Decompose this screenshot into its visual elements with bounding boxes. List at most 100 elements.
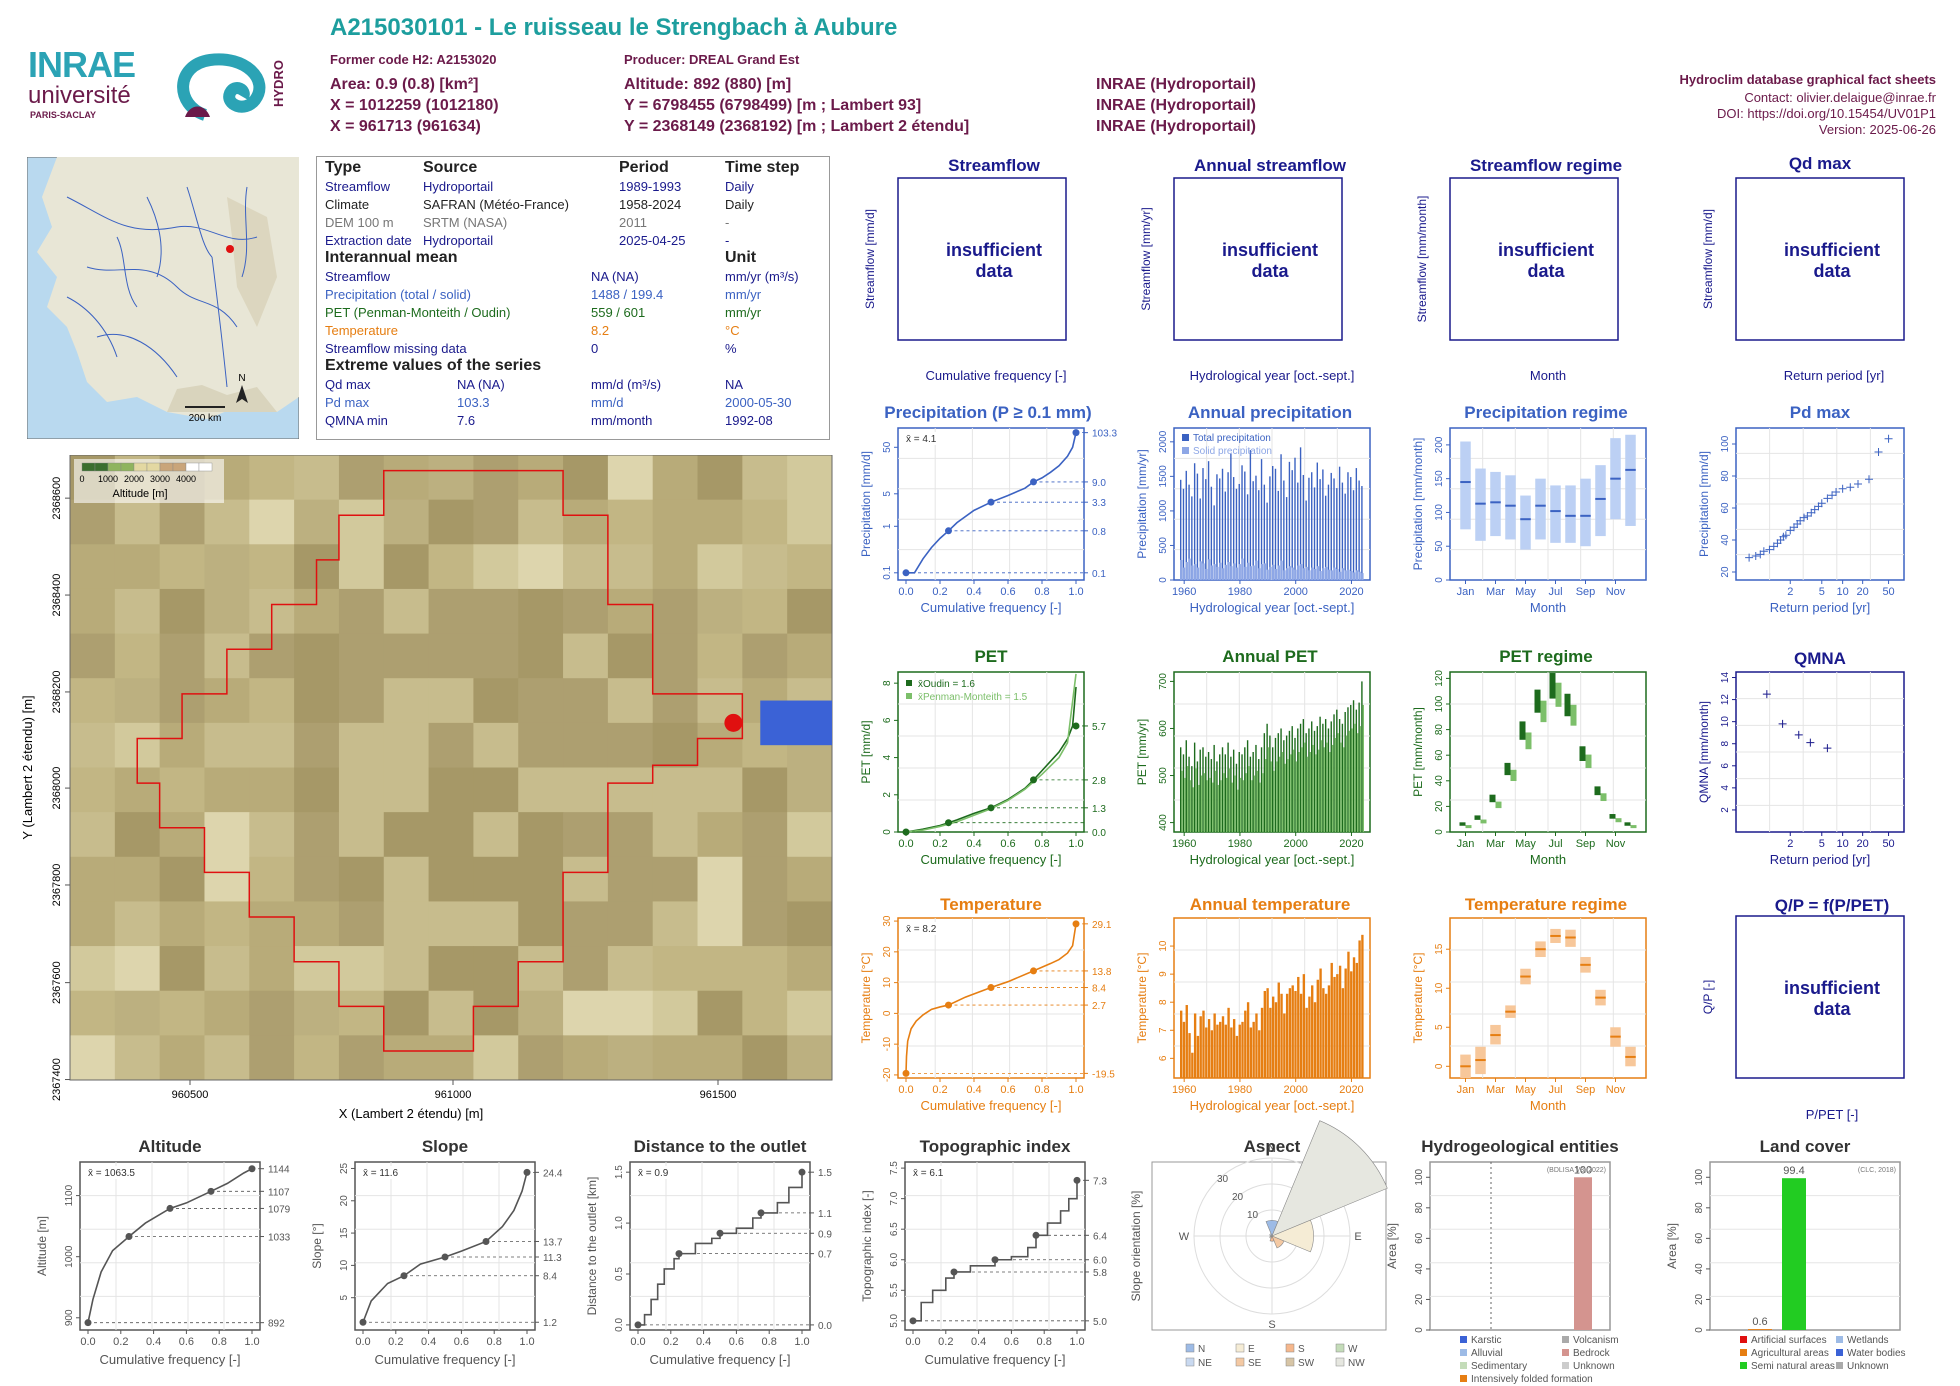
annual_pet-bar [1181,770,1183,832]
precip_regime-xlabel: Month [1530,600,1566,615]
aspect-sector [1269,1235,1275,1242]
annual_pet-bar [1206,780,1208,832]
quantile-point [757,1209,765,1217]
dem-cell [742,455,788,501]
y-tick-label: 500 [1158,537,1169,554]
annual_temp-panel: 1960 1980 2000 2020 10 9 8 7 6 Annual temperature… [1135,895,1371,1113]
y-tick-label: 4 [1720,785,1731,791]
dem-cell [787,1035,833,1081]
y-tick-label: 40 [1434,775,1445,787]
hydrogeo-bar [1574,1177,1592,1330]
qp-ylabel: Q/P [-] [1701,980,1715,1014]
dem-cell [473,1035,519,1081]
quantile-point [945,527,952,535]
x-tick-label: Sep [1576,586,1596,598]
precip-ylabel: Precipitation [mm/d] [859,451,873,557]
annual_temp-bar [1302,974,1306,1078]
annual_precip-bar [1191,496,1193,580]
y-tick-label: 2368200 [51,671,63,714]
annual_precip-bar [1202,468,1204,580]
annual_pet-bar [1185,740,1187,832]
annual_precip-bar [1272,466,1274,580]
database-title: Hydroclim database graphical fact sheets [1679,72,1936,87]
annual_precip-bar [1291,567,1294,580]
dem-cell [563,856,609,902]
annual_streamflow-title: Annual streamflow [1194,156,1347,175]
streamflow_regime-panel: Streamflow regime Streamflow [mm/month] Mo… [1415,156,1622,383]
annual_precip-bar [1255,475,1257,580]
annual_precip-bar [1269,476,1271,580]
annual_precip-bar [1299,447,1302,580]
dem-cell [338,455,385,501]
dem-cell [204,901,250,947]
annual_temp-bar [1319,968,1322,1078]
annual_temp-bar [1277,982,1280,1078]
annual_precip-bar [1241,465,1243,580]
missing-label: Streamflow missing data [325,341,467,356]
dem-cell [428,455,474,501]
doi-link[interactable]: DOI: https://doi.org/10.15454/UV01P1 [1717,106,1936,121]
annual_pet-bar [1195,768,1197,832]
x-tick-label: 0.6 [1000,586,1015,598]
y-tick-label: 2368600 [51,477,63,520]
pd_max-point [1874,448,1883,456]
dem-cell [607,544,654,590]
contact[interactable]: Contact: olivier.delaigue@inrae.fr [1744,90,1936,105]
dem-cell [742,544,788,590]
dem-cell [70,588,116,635]
right-quantile-label: 1144 [268,1165,290,1176]
y-tick-label: 6 [882,717,893,723]
annual_pet-bar [1213,744,1215,832]
france-minimap: N 200 km [27,157,299,439]
streamflow_regime-ylabel: Streamflow [mm/month] [1415,196,1429,323]
annual_pet-bar [1231,782,1233,832]
annual_pet-bar [1210,759,1213,832]
x-tick-label: 0.8 [762,1336,777,1348]
annual_precip-bar [1344,570,1347,580]
annual_pet-bar [1235,763,1238,832]
annual_temp-bar [1202,1010,1205,1078]
annual_precip-bar [1336,488,1338,580]
compass-S: S [1268,1319,1275,1331]
dem-cell [563,722,609,768]
right-quantile-label: 1.3 [1092,804,1106,815]
precip-mean: x̄ = 4.1 [906,434,937,445]
aspect-sector [1271,1235,1285,1249]
coord-source-3: INRAE (Hydroportail) [1096,118,1256,135]
annual_pet-bar [1198,784,1200,832]
dem-cell [607,588,654,635]
x-tick-label: 1.0 [1068,838,1083,850]
dem-cell [652,901,699,947]
dem-cell [652,990,699,1036]
hydrogeo-title: Hydrogeological entities [1421,1137,1618,1156]
dem-cell [294,455,340,501]
dem-cell [159,588,205,635]
quantile-point [945,1001,952,1009]
legend-solid: Solid precipitation [1193,446,1272,457]
dem-cell [159,990,205,1036]
dem-cell [159,946,205,992]
hydrogeo-legend-swatch [1460,1375,1467,1382]
x-tick-label: 10 [1837,586,1849,598]
dem-cell [428,856,474,902]
precip-xlabel: Cumulative frequency [-] [921,600,1062,615]
annual_precip-bar [1316,462,1318,580]
annual_streamflow-xlabel: Hydrological year [oct.-sept.] [1190,368,1355,383]
quantile-point [950,1268,958,1276]
altitude-series-line [87,1168,253,1323]
slope-mean: x̄ = 11.6 [363,1168,399,1179]
streamflow-xlabel: Cumulative frequency [-] [926,368,1067,383]
annual_precip-bar [1313,568,1317,580]
dem-cell [338,901,385,947]
qmna-min-label: QMNA min [325,413,388,428]
distance-xlabel: Cumulative frequency [-] [650,1352,791,1367]
y-tick-label: -20 [882,1067,893,1082]
annual_temp-bar [1263,990,1267,1078]
annual_temp-bar [1355,962,1359,1078]
annual_pet-bar [1180,747,1182,832]
hydrogeo-panel: Hydrogeological entities Area [%] (BDLISA … [1385,1137,1619,1385]
x-tick-label: 0.8 [1034,838,1049,850]
x-tick-label: 0.8 [1034,1084,1049,1096]
streamflow-panel: Streamflow Streamflow [mm/d] Cumulative fr… [863,156,1067,383]
dem-cell [383,544,430,590]
